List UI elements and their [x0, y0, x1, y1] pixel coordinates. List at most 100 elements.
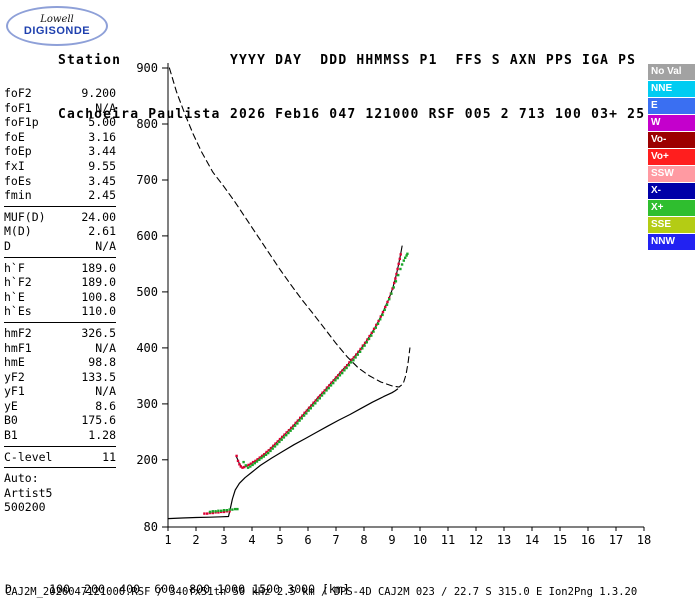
param-value: 189.0: [81, 275, 116, 290]
param-value: 3.45: [88, 173, 116, 188]
y-tick-label: 200: [136, 453, 158, 467]
header-values: 2026 Feb16 047 121000 RSF 005 2 713 100 …: [230, 107, 646, 122]
param-label: yE: [4, 398, 18, 413]
true-height-profile: [167, 388, 399, 520]
legend-item-e: E: [648, 98, 695, 114]
param-row: B1 1.28: [4, 428, 116, 443]
param-label: hmF1: [4, 340, 32, 355]
x-tick-label: 8: [360, 533, 367, 547]
param-row: h`Es 110.0: [4, 304, 116, 319]
x-tick-label: 2: [192, 533, 199, 547]
y-tick-label: 300: [136, 397, 158, 411]
dmuf-value: 1000: [217, 582, 245, 596]
param-row: hmF1 N/A: [4, 341, 116, 356]
param-row: D N/A: [4, 239, 116, 254]
param-row: yF2 133.5: [4, 370, 116, 385]
x-tick-label: 4: [248, 533, 255, 547]
legend-item-ssw: SSW: [648, 166, 695, 182]
station-name: Cachoeira Paulista: [58, 107, 221, 122]
legend-item-vo-: Vo-: [648, 132, 695, 148]
legend-item-no-val: No Val: [648, 64, 695, 80]
param-row: fmin 2.45: [4, 188, 116, 203]
footer-info: CAJ2M_2026047121000.RSF / 340fx51th 50 k…: [5, 586, 638, 598]
param-row: foF1p 5.00: [4, 115, 116, 130]
dmuf-value: 400: [119, 582, 140, 596]
param-value: 9.200: [81, 86, 116, 100]
param-value: 5.00: [88, 115, 116, 130]
x-tick-label: 9: [388, 533, 395, 547]
param-value: 98.8: [88, 355, 116, 370]
param-label: C-level: [4, 449, 53, 464]
x-tick-label: 16: [581, 533, 595, 547]
x-trace: [242, 252, 409, 469]
param-label: h`F2: [4, 275, 32, 290]
x-tick-label: 7: [332, 533, 339, 547]
param-label: foEs: [4, 173, 32, 188]
y-tick-label: 500: [136, 285, 158, 299]
param-label: foF1p: [4, 115, 39, 130]
param-value: N/A: [95, 384, 116, 399]
param-row: foE 3.16: [4, 130, 116, 145]
param-value: 100.8: [81, 289, 116, 304]
header-columns-row: Station YYYY DAY DDD HHMMSS P1 FFS S AXN …: [58, 52, 645, 70]
param-row: foF1 N/A: [4, 101, 116, 116]
header: Station YYYY DAY DDD HHMMSS P1 FFS S AXN …: [58, 16, 645, 160]
artist-fitted-trace: [236, 245, 403, 469]
dmuf-value: 600: [154, 582, 175, 596]
param-value: 175.6: [81, 413, 116, 428]
header-column-titles: YYYY DAY DDD HHMMSS P1 FFS S AXN PPS IGA…: [230, 53, 637, 68]
param-row: M(D) 2.61: [4, 224, 116, 239]
legend-item-w: W: [648, 115, 695, 131]
x-tick-label: 15: [553, 533, 567, 547]
y-tick-label: 400: [136, 341, 158, 355]
dmuf-value: 1500: [252, 582, 280, 596]
param-group-divider: [4, 205, 116, 207]
param-label: fxI: [4, 158, 25, 173]
x-tick-label: 14: [525, 533, 539, 547]
param-value: 3.16: [88, 129, 116, 144]
muf-transmission-curve: [168, 67, 411, 388]
o-trace: [235, 253, 402, 469]
param-value: 110.0: [81, 304, 116, 319]
param-label: fmin: [4, 188, 32, 203]
param-label: h`E: [4, 289, 25, 304]
param-group-divider: [4, 467, 116, 469]
dmuf-value: 100: [49, 582, 70, 596]
legend-item-nnw: NNW: [648, 234, 695, 250]
param-value: 9.55: [88, 158, 116, 173]
param-row: fxI 9.55: [4, 159, 116, 174]
param-label: yF2: [4, 369, 25, 384]
param-row: h`E 100.8: [4, 290, 116, 305]
x-tick-label: 17: [609, 533, 623, 547]
param-group-divider: [4, 445, 116, 447]
dmuf-unit: [km]: [322, 582, 350, 596]
y-tick-label: 800: [136, 117, 158, 131]
legend-item-nne: NNE: [648, 81, 695, 97]
param-label: hmE: [4, 355, 25, 370]
param-value: 2.61: [88, 224, 116, 239]
direction-legend: No Val NNE E W Vo- Vo+ SSW X- X+ SSE NNW: [648, 64, 695, 251]
param-label: foF1: [4, 100, 32, 115]
param-label: MUF(D): [4, 209, 46, 224]
x-tick-label: 1: [164, 533, 171, 547]
logo-digisonde-text: DIGISONDE: [23, 24, 91, 37]
dmuf-value: 3000: [287, 582, 315, 596]
x-tick-label: 5: [276, 533, 283, 547]
param-row: hmF2 326.5: [4, 326, 116, 341]
x-trace-es: [208, 507, 239, 514]
x-tick-label: 10: [413, 533, 427, 547]
param-value: 2.45: [88, 188, 116, 203]
y-tick-label: 80: [144, 520, 158, 534]
legend-item-x+: X+: [648, 200, 695, 216]
param-value: 189.0: [81, 260, 116, 275]
logo-lowell-text: Lowell: [40, 13, 74, 25]
param-row: foEs 3.45: [4, 174, 116, 189]
x-tick-label: 12: [469, 533, 483, 547]
param-row: yF1 N/A: [4, 384, 116, 399]
param-row: C-level 11: [4, 450, 116, 465]
dmuf-value: 200: [84, 582, 105, 596]
param-label: foEp: [4, 144, 32, 159]
param-label: yF1: [4, 384, 25, 399]
